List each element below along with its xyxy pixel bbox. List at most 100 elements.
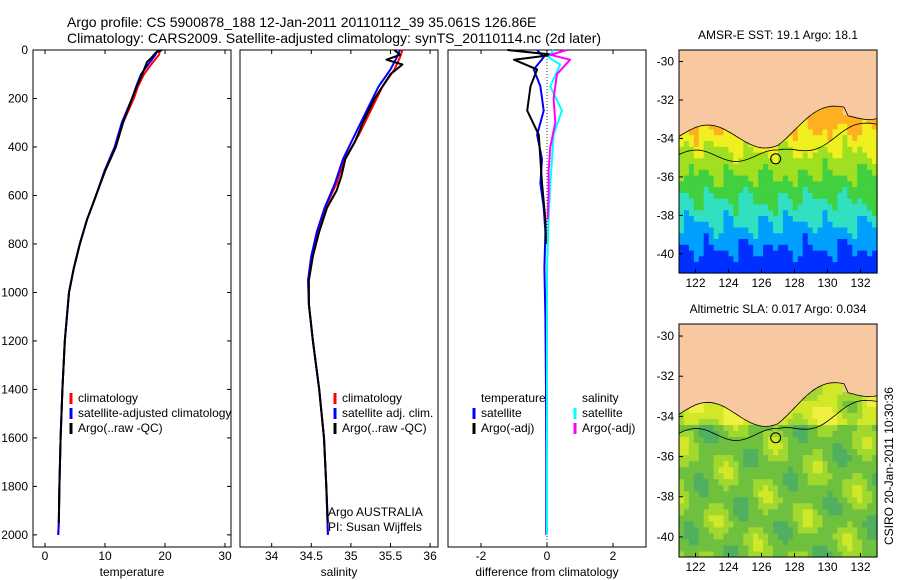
heatmap-cell [792,209,799,216]
heatmap-cell [708,466,715,474]
heatmap-cell [872,508,878,516]
heatmap-cell [743,146,749,153]
heatmap-cell [797,412,804,419]
heatmap-cell [832,232,839,239]
heatmap-cell [787,472,794,480]
heatmap-cell [713,490,720,498]
heatmap-cell [683,466,690,474]
heatmap-cell [797,430,804,438]
heatmap-cell [718,209,725,216]
heatmap-cell [827,226,834,234]
heatmap-cell [708,157,715,165]
heatmap-cell [862,551,868,558]
heatmap-cell [872,238,878,245]
heatmap-cell [728,186,734,193]
heatmap-cell [679,418,685,425]
heatmap-cell [797,163,804,170]
heatmap-cell [718,146,725,153]
heatmap-cell [867,226,873,234]
heatmap-cell [708,508,715,516]
heatmap-cell [733,532,739,540]
heatmap-cell [847,261,853,268]
heatmap-cell [797,442,804,450]
heatmap-cell [713,430,720,438]
heatmap-cell [698,180,705,188]
heatmap-cell [688,538,695,546]
heatmap-cell [688,180,695,188]
heatmap-cell [753,244,759,251]
heatmap-cell [867,215,873,222]
heatmap-cell [782,226,789,234]
heatmap-cell [872,538,878,546]
heatmap-cell [827,496,834,504]
heatmap-cell [738,169,744,176]
heatmap-cell [723,169,729,176]
heatmap-cell [748,532,754,540]
heatmap-cell [862,123,868,130]
heatmap-cell [708,203,715,211]
heatmap-cell [862,175,868,182]
x-tick-label: 0 [544,549,551,563]
heatmap-cell [773,267,779,274]
heatmap-cell [787,508,794,516]
heatmap-cell [792,129,799,136]
heatmap-cell [852,192,858,199]
heatmap-cell [703,460,710,468]
heatmap-cell [683,132,690,136]
heatmap-cell [768,244,774,251]
heatmap-cell [763,192,769,199]
heatmap-cell [837,128,843,136]
heatmap-cell [748,151,754,159]
heatmap-cell [723,412,729,419]
heatmap-cell [827,544,834,552]
heatmap-cell [827,140,834,147]
heatmap-cell [822,151,829,159]
heatmap-cell [679,209,685,216]
heatmap-cell [708,140,715,147]
heatmap-cell [867,175,873,182]
heatmap-cell [679,267,685,274]
heatmap-cell [748,472,754,480]
heatmap-cell [867,400,873,407]
map-frame [678,323,878,558]
heatmap-cell [713,146,720,153]
heatmap-cell [728,460,734,468]
x-tick-label: 132 [850,560,870,574]
heatmap-cell [733,478,739,486]
heatmap-cell [797,203,804,211]
heatmap-cell [807,538,814,546]
heatmap-cell [743,538,749,546]
heatmap-cell [683,244,690,251]
heatmap-cell [827,203,834,211]
heatmap-cell [683,151,690,159]
heatmap-cell [832,478,839,486]
heatmap-cell [768,169,774,176]
heatmap-cell [807,140,814,147]
heatmap-cell [698,186,705,193]
heatmap-cell [733,249,739,257]
heatmap-cell [768,163,774,170]
heatmap-cell [802,244,809,251]
heatmap-cell [753,514,759,522]
heatmap-cell [743,244,749,251]
x-tick-label: 128 [784,560,804,574]
coastline [678,105,878,149]
heatmap-cell [802,249,809,257]
heatmap-cell [847,538,853,546]
heatmap-cell [713,192,720,199]
heatmap-cell [728,267,734,274]
heatmap-cell [748,175,754,182]
heatmap-cell [683,409,690,413]
heatmap-cell [693,466,700,474]
heatmap-cell [718,460,725,468]
heatmap-cell [837,484,843,492]
heatmap-cell [827,111,834,118]
heatmap-cell [708,532,715,540]
heatmap-cell [837,151,843,159]
heatmap-cell [693,424,700,431]
heatmap-cell [857,460,863,468]
heatmap-cell [862,119,868,124]
heatmap-cell [852,151,858,159]
heatmap-cell [797,401,804,407]
heatmap-cell [787,186,794,193]
